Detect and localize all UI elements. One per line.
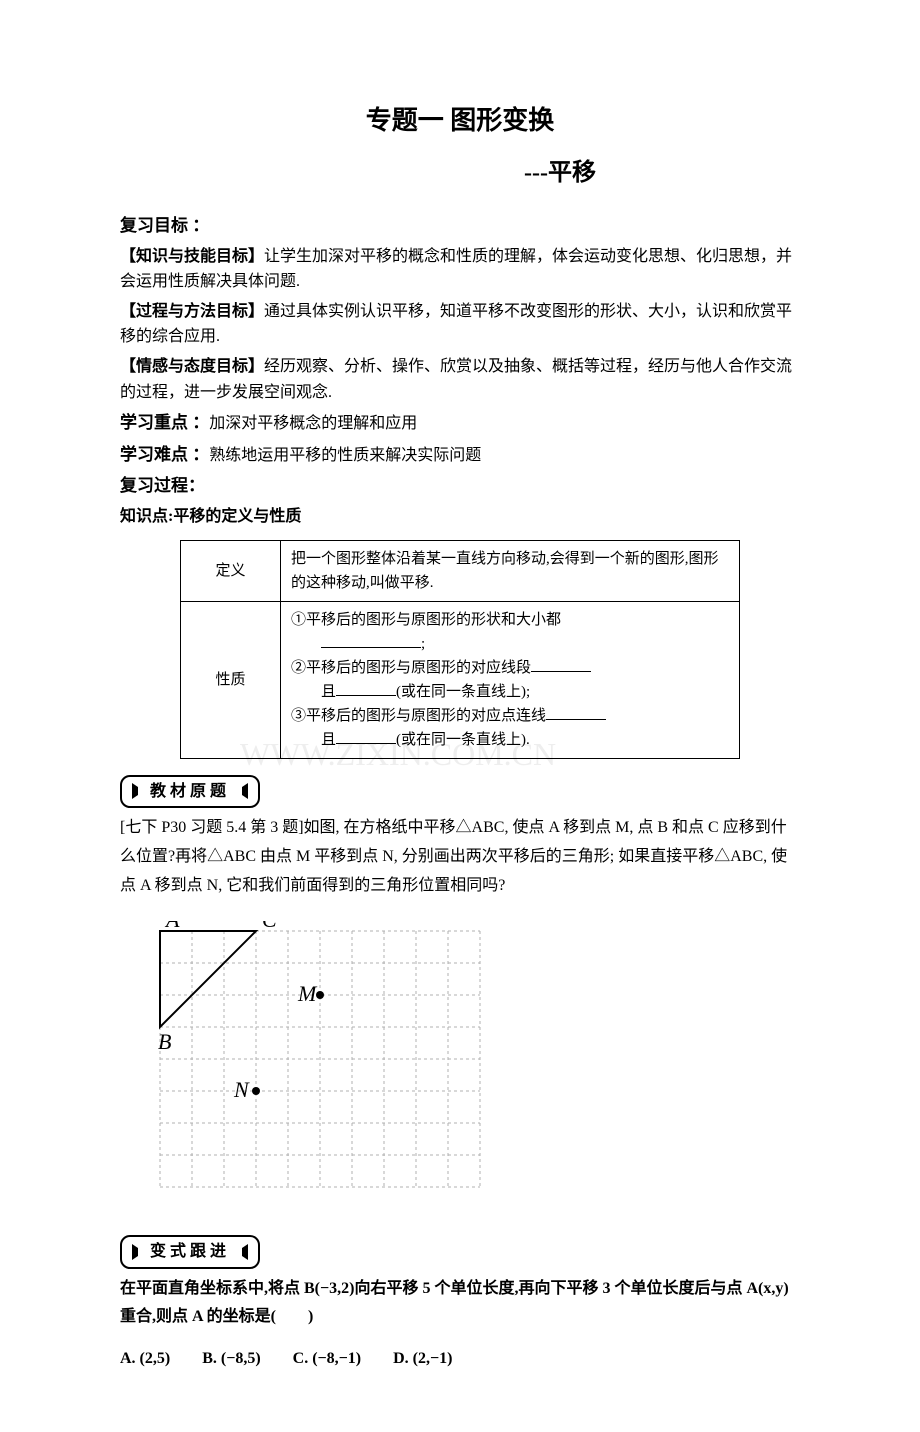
blank-3b — [336, 729, 396, 744]
property-label-cell: 性质 — [181, 601, 281, 758]
process-method-para: 【过程与方法目标】通过具体实例认识平移，知道平移不改变图形的形状、大小，认识和欣… — [120, 299, 800, 350]
blank-1 — [321, 633, 421, 648]
study-difficulty-para: 学习难点 ：熟练地运用平移的性质来解决实际问题 — [120, 441, 800, 469]
study-focus-label: 学习重点 ： — [120, 413, 209, 432]
process-method-label: 【过程与方法目标】 — [120, 303, 264, 320]
prop2-mid: 且 — [321, 684, 336, 700]
prop2-suffix: (或在同一条直线上); — [396, 684, 530, 700]
prop1-prefix: ①平移后的图形与原图形的形状和大小都 — [291, 612, 561, 628]
option-a: A. (2,5) — [120, 1350, 170, 1367]
option-d: D. (2,−1) — [393, 1350, 452, 1367]
svg-text:M: M — [297, 981, 318, 1006]
prop3-suffix: (或在同一条直线上). — [396, 732, 530, 748]
knowledge-point-para: 知识点:平移的定义与性质 — [120, 504, 800, 530]
page-title: 专题一 图形变换 — [120, 100, 800, 142]
badge-row-1: 教材原题 — [120, 775, 800, 809]
property-line-1b: ; — [291, 632, 729, 656]
property-line-1: ①平移后的图形与原图形的形状和大小都 — [291, 608, 729, 632]
option-b: B. (−8,5) — [202, 1350, 260, 1367]
study-difficulty-label: 学习难点 ： — [120, 445, 209, 464]
textbook-problem-body: [七下 P30 习题 5.4 第 3 题]如图, 在方格纸中平移△ABC, 使点… — [120, 819, 787, 894]
option-c: C. (−8,−1) — [293, 1350, 361, 1367]
grid-figure: A C B M N — [150, 921, 800, 1206]
prop1-suffix: ; — [421, 636, 425, 652]
study-focus-para: 学习重点 ：加深对平移概念的理解和应用 — [120, 409, 800, 437]
definition-label-cell: 定义 — [181, 540, 281, 601]
property-line-2b: 且 (或在同一条直线上); — [291, 680, 729, 704]
review-process-label: 复习过程： — [120, 476, 205, 495]
blank-3a — [546, 705, 606, 720]
study-focus-text: 加深对平移概念的理解和应用 — [209, 415, 417, 432]
study-difficulty-text: 熟练地运用平移的性质来解决实际问题 — [209, 447, 481, 464]
review-goal-label: 复习目标 ： — [120, 216, 209, 235]
svg-text:N: N — [233, 1077, 250, 1102]
property-text-cell: ①平移后的图形与原图形的形状和大小都 ; ②平移后的图形与原图形的对应线段 且 (… — [281, 601, 740, 758]
grid-svg: A C B M N — [150, 921, 510, 1197]
page-subtitle: ---平移 — [120, 154, 800, 192]
review-goal-section: 复习目标 ： — [120, 212, 800, 240]
prop3-prefix: ③平移后的图形与原图形的对应点连线 — [291, 708, 546, 724]
property-line-3: ③平移后的图形与原图形的对应点连线 — [291, 704, 729, 728]
property-line-3b: 且 (或在同一条直线上). — [291, 728, 729, 752]
knowledge-point-label: 知识点:平移的定义与性质 — [120, 508, 301, 525]
prop3-mid: 且 — [321, 732, 336, 748]
emotion-attitude-para: 【情感与态度目标】经历观察、分析、操作、欣赏以及抽象、概括等过程，经历与他人合作… — [120, 354, 800, 405]
svg-text:C: C — [262, 921, 277, 932]
variant-badge: 变式跟进 — [120, 1235, 260, 1269]
emotion-attitude-label: 【情感与态度目标】 — [120, 358, 264, 375]
answer-options: A. (2,5) B. (−8,5) C. (−8,−1) D. (2,−1) — [120, 1346, 800, 1372]
knowledge-skill-para: 【知识与技能目标】让学生加深对平移的概念和性质的理解，体会运动变化思想、化归思想… — [120, 244, 800, 295]
review-process-para: 复习过程： — [120, 472, 800, 500]
property-line-2: ②平移后的图形与原图形的对应线段 — [291, 656, 729, 680]
svg-text:A: A — [164, 921, 180, 932]
blank-2a — [531, 657, 591, 672]
prop2-prefix: ②平移后的图形与原图形的对应线段 — [291, 660, 531, 676]
definition-text-cell: 把一个图形整体沿着某一直线方向移动,会得到一个新的图形,图形的这种移动,叫做平移… — [281, 540, 740, 601]
knowledge-skill-label: 【知识与技能目标】 — [120, 248, 264, 265]
definition-property-table: 定义 把一个图形整体沿着某一直线方向移动,会得到一个新的图形,图形的这种移动,叫… — [180, 540, 740, 759]
variant-problem-text: 在平面直角坐标系中,将点 B(−3,2)向右平移 5 个单位长度,再向下平移 3… — [120, 1275, 800, 1333]
svg-text:B: B — [158, 1029, 171, 1054]
badge-row-2: 变式跟进 — [120, 1235, 800, 1269]
textbook-problem-text: [七下 P30 习题 5.4 第 3 题]如图, 在方格纸中平移△ABC, 使点… — [120, 814, 800, 900]
textbook-badge: 教材原题 — [120, 775, 260, 809]
blank-2b — [336, 681, 396, 696]
